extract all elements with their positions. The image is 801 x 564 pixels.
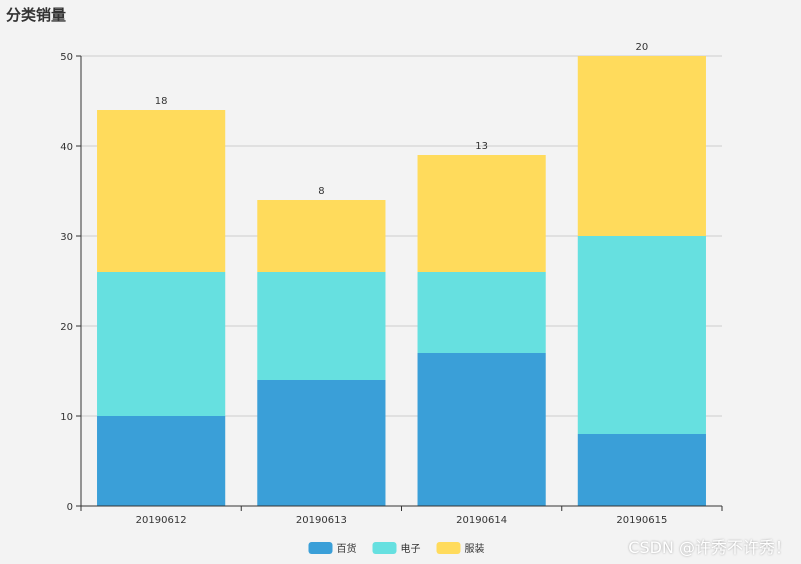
bar-segment [417, 272, 546, 353]
bar-segment [257, 272, 386, 380]
y-tick-label: 40 [60, 142, 73, 153]
y-tick-label: 10 [60, 412, 73, 423]
data-label: 13 [475, 141, 488, 152]
legend-swatch [436, 542, 461, 554]
bar-segment [577, 56, 706, 236]
legend-swatch [308, 542, 333, 554]
x-tick-label: 20190613 [296, 515, 347, 526]
bar-segment [97, 416, 226, 506]
legend-label: 电子 [401, 542, 421, 555]
bar-segment [257, 380, 386, 506]
bar-segment [257, 200, 386, 272]
y-tick-label: 0 [67, 502, 73, 513]
data-label: 8 [318, 186, 324, 197]
x-tick-label: 20190615 [616, 515, 667, 526]
bar-segment [97, 110, 226, 272]
bar-segment [577, 236, 706, 434]
y-tick-label: 20 [60, 322, 73, 333]
watermark: CSDN @许秀不许秀！ [628, 538, 791, 557]
bar-segment [97, 272, 226, 416]
legend-swatch [372, 542, 397, 554]
bar-segment [577, 434, 706, 506]
x-tick-label: 20190612 [136, 515, 187, 526]
x-tick-label: 20190614 [456, 515, 507, 526]
legend-label: 百货 [337, 542, 357, 555]
bar-segment [417, 353, 546, 506]
bar-segment [417, 155, 546, 272]
data-label: 18 [155, 96, 168, 107]
chart-title: 分类销量 [6, 6, 67, 24]
y-tick-label: 30 [60, 232, 73, 243]
legend-label: 服装 [465, 542, 485, 555]
data-label: 20 [636, 42, 649, 53]
y-tick-label: 50 [60, 52, 73, 63]
